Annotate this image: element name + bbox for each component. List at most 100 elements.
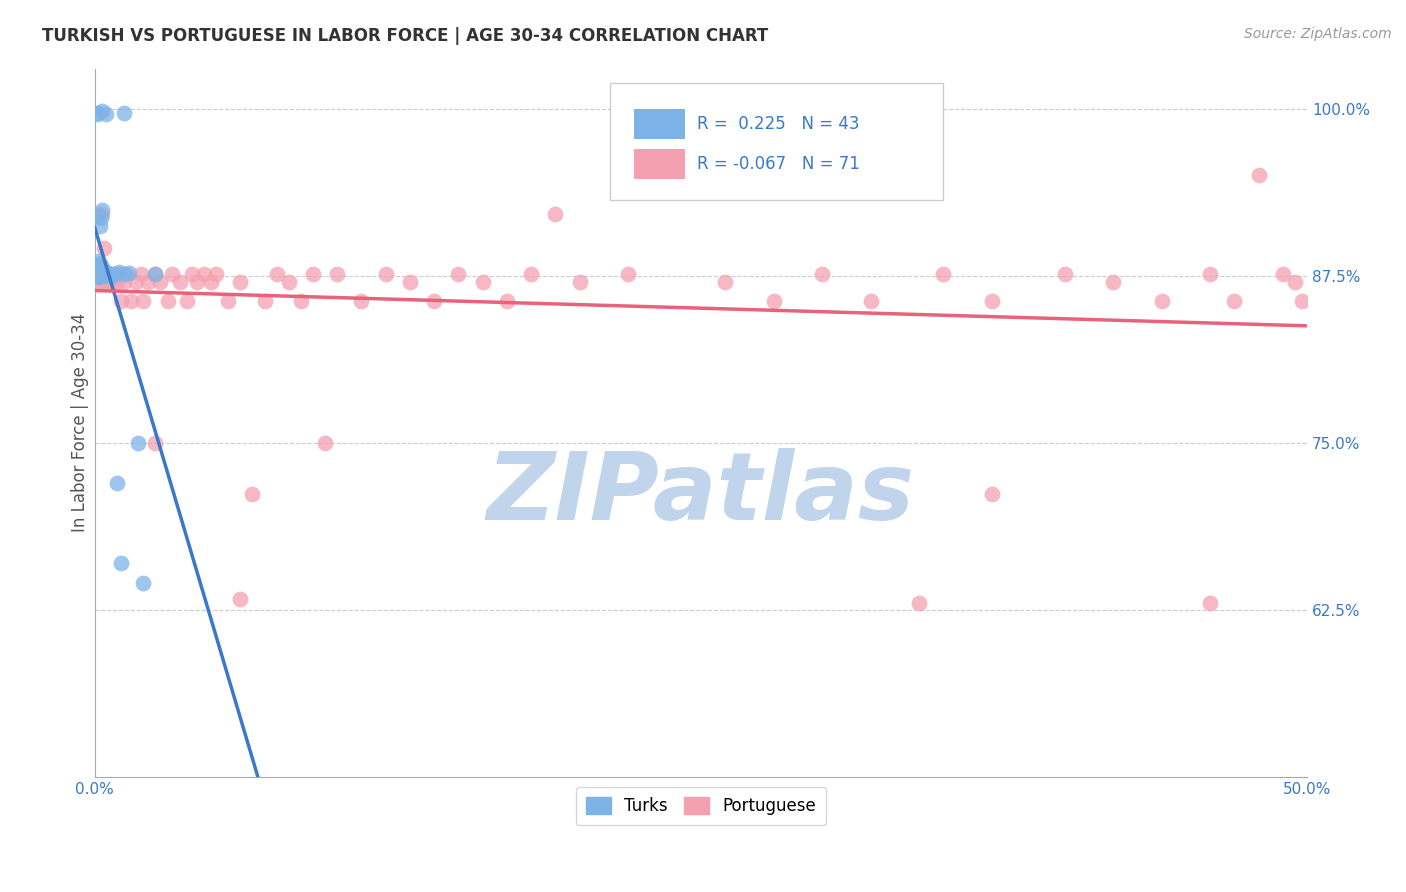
Point <box>90 258 112 272</box>
Y-axis label: In Labor Force | Age 30-34: In Labor Force | Age 30-34 <box>72 313 89 533</box>
Point <box>87 257 110 271</box>
Point <box>205 268 228 282</box>
Point <box>229 276 252 290</box>
Point <box>1223 294 1246 309</box>
Point <box>91 104 114 119</box>
Point <box>242 486 264 500</box>
Point <box>86 260 108 274</box>
Point <box>447 268 470 282</box>
Point <box>980 294 1002 309</box>
Point <box>108 265 131 279</box>
Text: R =  0.225   N = 43: R = 0.225 N = 43 <box>697 115 860 133</box>
Point <box>136 276 159 290</box>
Point <box>229 592 252 607</box>
Point <box>162 268 184 282</box>
Point <box>266 268 288 282</box>
Point <box>86 254 108 268</box>
Point <box>908 596 931 610</box>
Point <box>112 105 135 120</box>
Point <box>471 276 494 290</box>
Point <box>108 268 131 282</box>
Point <box>496 294 519 309</box>
Point <box>89 262 111 277</box>
Point <box>86 262 108 277</box>
Point <box>1199 268 1222 282</box>
Point <box>89 268 111 283</box>
Point <box>544 207 567 221</box>
Text: R = -0.067   N = 71: R = -0.067 N = 71 <box>697 155 860 173</box>
Point <box>103 268 125 282</box>
Point <box>91 268 114 282</box>
Point <box>103 268 125 282</box>
Point <box>145 435 167 450</box>
Point <box>980 486 1002 500</box>
Point <box>314 435 336 450</box>
Point <box>1199 596 1222 610</box>
Point <box>132 576 155 591</box>
Point <box>91 263 114 277</box>
Point <box>86 276 108 290</box>
Point <box>399 276 422 290</box>
FancyBboxPatch shape <box>634 149 685 179</box>
Point <box>253 294 276 309</box>
Text: ZIPatlas: ZIPatlas <box>486 448 915 540</box>
Point <box>118 266 141 280</box>
Point <box>87 207 110 221</box>
Point <box>176 294 198 309</box>
Point <box>105 475 128 490</box>
Point <box>94 265 117 279</box>
Point <box>811 268 834 282</box>
Point <box>100 276 122 290</box>
Point <box>1271 268 1294 282</box>
Point <box>91 207 114 221</box>
Point <box>86 268 108 282</box>
Point <box>156 294 179 309</box>
Point <box>90 266 112 280</box>
Point <box>96 107 118 121</box>
Point <box>1284 276 1306 290</box>
FancyBboxPatch shape <box>634 109 685 138</box>
Point <box>110 294 132 309</box>
Point <box>115 268 138 282</box>
Text: Source: ZipAtlas.com: Source: ZipAtlas.com <box>1244 27 1392 41</box>
Point <box>96 276 118 290</box>
Point <box>520 268 543 282</box>
Point <box>86 107 108 121</box>
Point <box>129 268 152 282</box>
Point <box>568 276 591 290</box>
Point <box>86 105 108 120</box>
Point <box>762 294 785 309</box>
Point <box>1102 276 1125 290</box>
Point <box>617 268 640 282</box>
Point <box>93 268 115 282</box>
Point <box>84 266 107 280</box>
Point <box>86 268 108 282</box>
Point <box>326 268 349 282</box>
Point <box>145 268 167 282</box>
Point <box>93 241 115 255</box>
Point <box>90 211 112 226</box>
Point <box>89 268 111 282</box>
FancyBboxPatch shape <box>610 83 943 200</box>
Point <box>110 556 132 570</box>
Point <box>217 294 239 309</box>
Point <box>290 294 312 309</box>
Point <box>125 276 148 290</box>
Point <box>87 209 110 223</box>
Point <box>277 276 299 290</box>
Point <box>145 268 167 282</box>
Point <box>186 276 208 290</box>
Legend: Turks, Portuguese: Turks, Portuguese <box>575 787 827 825</box>
Point <box>169 276 191 290</box>
Point <box>149 276 172 290</box>
Point <box>665 169 688 183</box>
Point <box>91 268 114 283</box>
Point <box>374 268 396 282</box>
Point <box>112 276 135 290</box>
Point <box>423 294 446 309</box>
Point <box>1247 169 1270 183</box>
Point <box>1291 294 1313 309</box>
Point <box>350 294 373 309</box>
Point <box>200 276 222 290</box>
Point <box>105 276 128 290</box>
